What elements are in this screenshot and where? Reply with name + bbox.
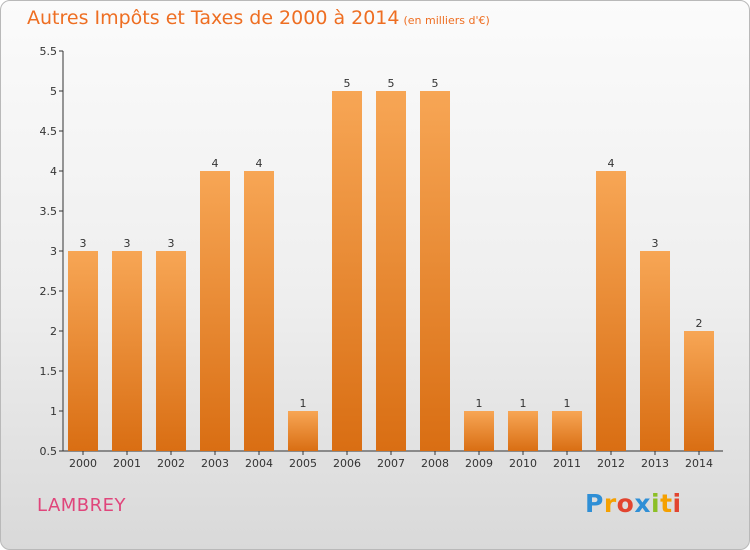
x-tick-label: 2010 [509, 457, 537, 470]
value-label-2012: 4 [608, 157, 615, 170]
value-label-2003: 4 [212, 157, 219, 170]
y-tick-label: 3.5 [40, 205, 58, 218]
value-label-2002: 3 [168, 237, 175, 250]
x-axis: 2000 2001 2002 2003 2004 2005 2006 2007 2008 2009… [63, 450, 723, 470]
bar-2005 [288, 411, 318, 451]
bar-2003 [200, 171, 230, 451]
logo-letter: i [651, 489, 661, 518]
bar-2007 [376, 91, 406, 451]
y-tick-label: 2 [50, 325, 57, 338]
x-tick-label: 2012 [597, 457, 625, 470]
y-tick-label: 4 [50, 165, 57, 178]
value-label-2011: 1 [564, 397, 571, 410]
logo-letter: r [603, 489, 617, 518]
bars [68, 91, 714, 451]
y-tick-label: 0.5 [40, 445, 58, 458]
bar-2001 [112, 251, 142, 451]
y-tick-label: 1.5 [40, 365, 58, 378]
logo-letter: o [616, 489, 635, 518]
logo-letter: x [634, 489, 651, 518]
bar-2006 [332, 91, 362, 451]
bar-2014 [684, 331, 714, 451]
y-tick-label: 5.5 [40, 45, 58, 58]
bar-2000 [68, 251, 98, 451]
logo-letter: i [672, 489, 682, 518]
logo-letter: P [585, 489, 604, 518]
y-tick-label: 5 [50, 85, 57, 98]
x-tick-label: 2005 [289, 457, 317, 470]
y-tick-label: 2.5 [40, 285, 58, 298]
value-label-2005: 1 [300, 397, 307, 410]
logo-letter: t [660, 489, 673, 518]
value-label-2013: 3 [652, 237, 659, 250]
x-tick-label: 2013 [641, 457, 669, 470]
chart-title: Autres Impôts et Taxes de 2000 à 2014 (en… [27, 7, 490, 29]
x-tick-label: 2006 [333, 457, 361, 470]
value-label-2001: 3 [124, 237, 131, 250]
x-tick-label: 2002 [157, 457, 185, 470]
y-axis: 0.5 1 1.5 2 2.5 3 3.5 4 4.5 5 5.5 [40, 45, 64, 458]
title-unit: (en milliers d'€) [403, 14, 490, 27]
x-tick-label: 2011 [553, 457, 581, 470]
proxiti-logo: Proxiti [585, 489, 682, 518]
x-tick-label: 2003 [201, 457, 229, 470]
x-tick-label: 2004 [245, 457, 273, 470]
bar-2009 [464, 411, 494, 451]
value-label-2009: 1 [476, 397, 483, 410]
value-labels: 3 3 3 4 4 1 5 5 5 1 1 1 4 3 2 [80, 77, 703, 410]
value-label-2008: 5 [432, 77, 439, 90]
value-label-2006: 5 [344, 77, 351, 90]
value-label-2014: 2 [696, 317, 703, 330]
y-tick-label: 1 [50, 405, 57, 418]
x-tick-label: 2001 [113, 457, 141, 470]
value-label-2004: 4 [256, 157, 263, 170]
bar-2012 [596, 171, 626, 451]
value-label-2000: 3 [80, 237, 87, 250]
x-tick-label: 2007 [377, 457, 405, 470]
x-tick-label: 2008 [421, 457, 449, 470]
y-tick-label: 4.5 [40, 125, 58, 138]
value-label-2010: 1 [520, 397, 527, 410]
x-tick-label: 2014 [685, 457, 713, 470]
commune-name: LAMBREY [37, 495, 127, 516]
value-label-2007: 5 [388, 77, 395, 90]
bar-2013 [640, 251, 670, 451]
y-tick-label: 3 [50, 245, 57, 258]
title-text: Autres Impôts et Taxes de 2000 à 2014 [27, 7, 400, 29]
bar-2010 [508, 411, 538, 451]
bar-2011 [552, 411, 582, 451]
bar-2002 [156, 251, 186, 451]
x-tick-label: 2000 [69, 457, 97, 470]
bar-2004 [244, 171, 274, 451]
x-tick-label: 2009 [465, 457, 493, 470]
bar-2008 [420, 91, 450, 451]
